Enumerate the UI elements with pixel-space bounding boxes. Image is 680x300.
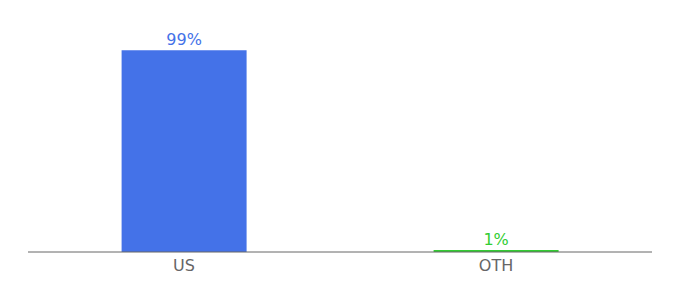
svg-text:OTH: OTH — [479, 256, 513, 275]
svg-text:99%: 99% — [166, 30, 202, 49]
svg-text:1%: 1% — [483, 230, 508, 249]
svg-text:US: US — [173, 256, 195, 275]
